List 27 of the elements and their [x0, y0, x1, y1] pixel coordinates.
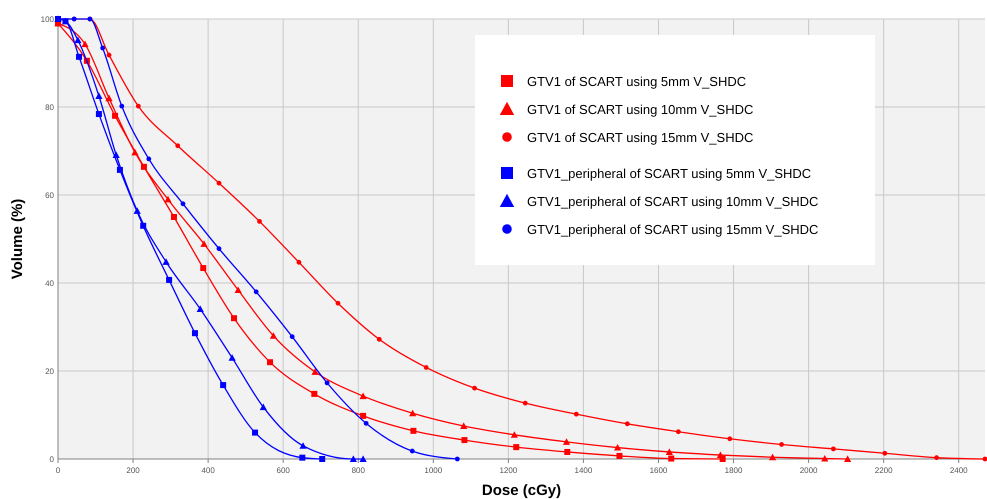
x-tick-label: 800 — [352, 466, 366, 475]
legend-label: GTV1 of SCART using 10mm V_SHDC — [527, 102, 754, 117]
x-tick-label: 1200 — [499, 466, 518, 475]
x-tick-label: 200 — [126, 466, 140, 475]
x-tick-label: 2400 — [950, 466, 968, 475]
x-tick-label: 1600 — [650, 466, 668, 475]
y-axis-title: Volume (%) — [9, 198, 26, 280]
y-tick-label: 40 — [45, 279, 55, 288]
x-axis-title: Dose (cGy) — [482, 482, 562, 499]
y-tick-label: 100 — [40, 15, 55, 24]
x-tick-label: 2000 — [800, 466, 818, 475]
x-tick-label: 400 — [201, 466, 216, 475]
y-tick-label: 60 — [45, 191, 55, 200]
x-tick-label: 1000 — [424, 466, 443, 475]
legend-label: GTV1_peripheral of SCART using 10mm V_SHDC — [527, 194, 818, 209]
legend-label: GTV1 of SCART using 5mm V_SHDC — [527, 74, 746, 89]
x-tick-label: 1800 — [724, 466, 743, 475]
legend-label: GTV1_peripheral of SCART using 5mm V_SHDC — [527, 166, 812, 181]
legend-label: GTV1_peripheral of SCART using 15mm V_SHDC — [527, 222, 818, 237]
legend-label: GTV1 of SCART using 15mm V_SHDC — [527, 130, 754, 145]
x-tick-label: 600 — [276, 466, 290, 475]
y-tick-label: 20 — [45, 367, 55, 376]
x-tick-label: 2200 — [874, 466, 894, 475]
x-tick-label: 0 — [56, 466, 61, 475]
x-tick-label: 1400 — [574, 466, 593, 475]
y-tick-label: 0 — [50, 455, 55, 464]
y-tick-label: 80 — [45, 103, 55, 112]
